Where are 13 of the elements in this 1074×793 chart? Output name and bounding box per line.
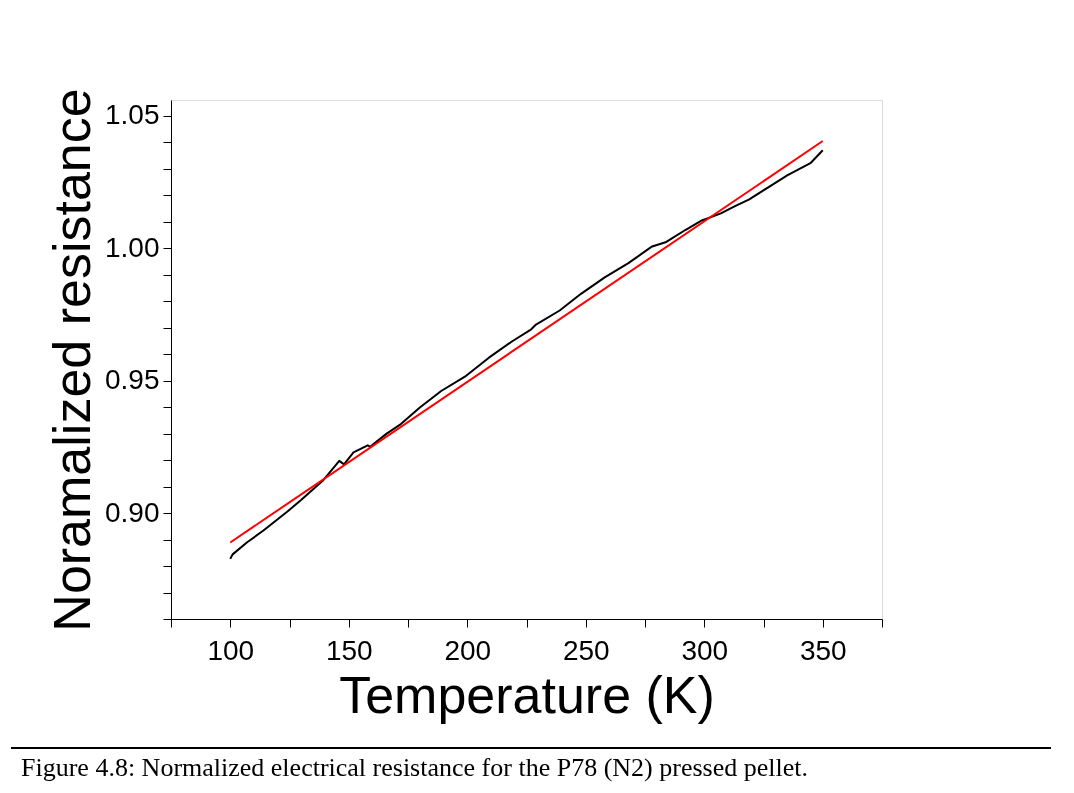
x-tick-label: 150 (325, 634, 373, 666)
x-tick-label: 300 (681, 634, 729, 666)
y-tick-label: 0.95 (105, 364, 160, 396)
y-axis-title: Noramalized resistance (43, 88, 101, 632)
x-axis-title: Temperature (K) (339, 665, 715, 724)
y-tick-label: 1.05 (105, 99, 160, 131)
x-tick-label: 200 (444, 634, 492, 666)
caption: Figure 4.8: Normalized electrical resistance for the P78 (N2) pressed pellet. (21, 753, 808, 782)
x-tick-label: 350 (799, 634, 847, 666)
x-tick-label: 100 (207, 634, 255, 666)
x-tick-label: 250 (562, 634, 610, 666)
y-tick-label: 0.90 (105, 496, 160, 528)
y-tick-label: 1.00 (105, 231, 160, 263)
